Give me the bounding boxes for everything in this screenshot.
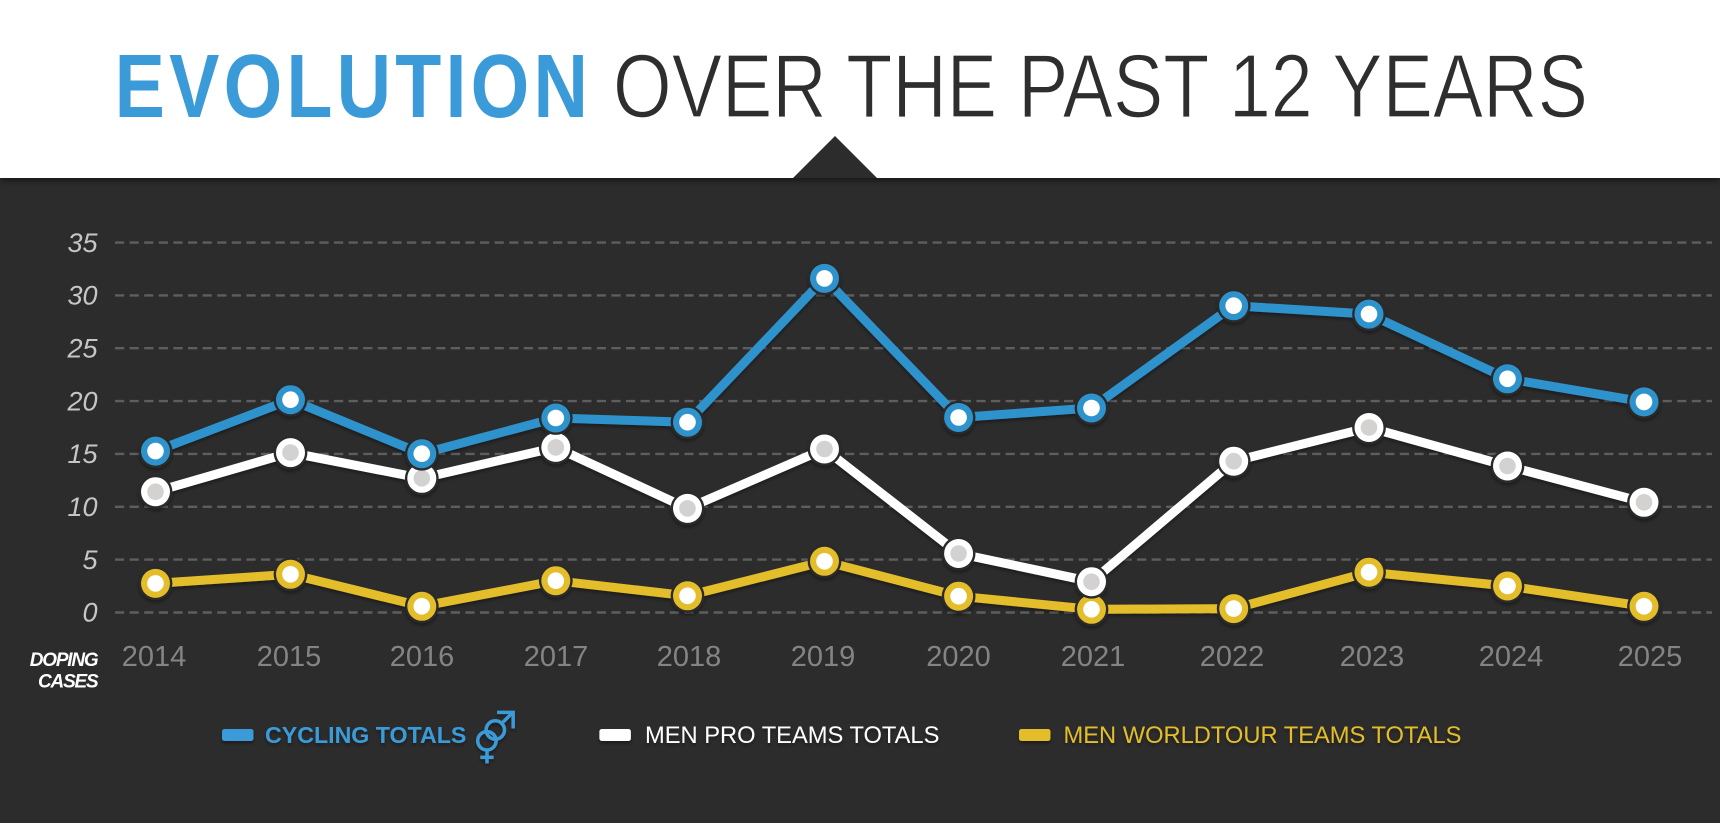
svg-text:CASES: CASES xyxy=(38,672,99,693)
svg-text:2016: 2016 xyxy=(390,641,455,673)
svg-text:2014: 2014 xyxy=(122,641,187,673)
svg-text:2018: 2018 xyxy=(657,641,722,673)
svg-text:DOPING: DOPING xyxy=(30,650,99,671)
svg-text:10: 10 xyxy=(67,492,97,522)
svg-text:25: 25 xyxy=(66,333,98,363)
svg-text:2017: 2017 xyxy=(524,641,589,673)
svg-text:2024: 2024 xyxy=(1479,641,1544,673)
svg-text:2022: 2022 xyxy=(1200,641,1265,673)
svg-text:0: 0 xyxy=(82,598,97,628)
svg-text:CYCLING TOTALS: CYCLING TOTALS xyxy=(265,722,466,748)
svg-text:5: 5 xyxy=(82,545,98,575)
svg-text:MEN WORLDTOUR TEAMS TOTALS: MEN WORLDTOUR TEAMS TOTALS xyxy=(1064,723,1462,749)
svg-text:35: 35 xyxy=(67,228,98,258)
svg-text:30: 30 xyxy=(67,281,97,311)
svg-text:2023: 2023 xyxy=(1340,641,1405,673)
svg-text:15: 15 xyxy=(67,439,98,469)
svg-text:20: 20 xyxy=(66,386,97,416)
svg-text:2025: 2025 xyxy=(1618,641,1683,673)
svg-text:MEN PRO TEAMS TOTALS: MEN PRO TEAMS TOTALS xyxy=(645,723,939,749)
svg-text:2021: 2021 xyxy=(1061,641,1126,673)
svg-text:2019: 2019 xyxy=(791,641,856,673)
svg-text:2015: 2015 xyxy=(257,641,322,673)
svg-text:2020: 2020 xyxy=(926,641,991,673)
